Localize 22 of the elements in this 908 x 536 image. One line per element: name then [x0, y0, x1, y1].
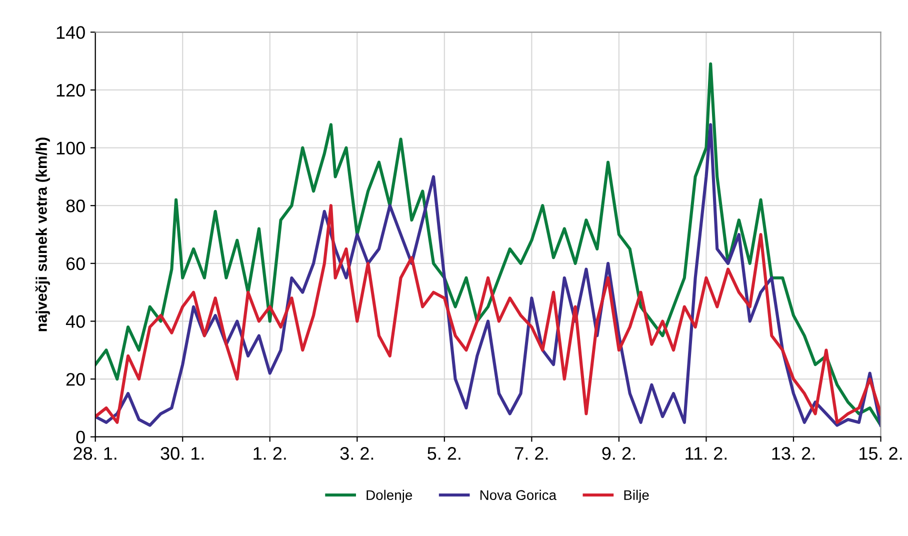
y-tick-label: 100: [56, 142, 85, 155]
y-tick-label: 0: [76, 430, 85, 444]
legend-label: Bilje: [624, 490, 649, 503]
y-tick-label: 40: [66, 315, 85, 328]
x-tick-label: 11. 2.: [686, 447, 726, 460]
x-tick-label: 3. 2.: [340, 447, 374, 460]
x-tick-label: 9. 2.: [602, 447, 635, 460]
x-tick-label: 15. 2.: [860, 447, 902, 460]
y-tick-label: 140: [56, 26, 85, 39]
legend-label: Nova Gorica: [480, 490, 557, 500]
y-axis-title: največji sunek vetra (km/h): [35, 138, 50, 332]
y-tick-label: 80: [66, 200, 85, 212]
x-tick-label: 5. 2.: [428, 447, 460, 460]
x-tick-label: 30. 1.: [160, 447, 204, 460]
x-tick-label: 13. 2.: [772, 447, 814, 460]
y-tick-label: 60: [66, 257, 85, 270]
y-tick-label: 20: [66, 372, 85, 386]
y-tick-label: 120: [56, 84, 85, 97]
x-tick-label: 1. 2.: [254, 447, 286, 460]
legend-label: Dolenje: [366, 490, 412, 503]
x-tick-label: 28. 1.: [74, 447, 116, 460]
x-tick-label: 7. 2.: [515, 447, 548, 460]
